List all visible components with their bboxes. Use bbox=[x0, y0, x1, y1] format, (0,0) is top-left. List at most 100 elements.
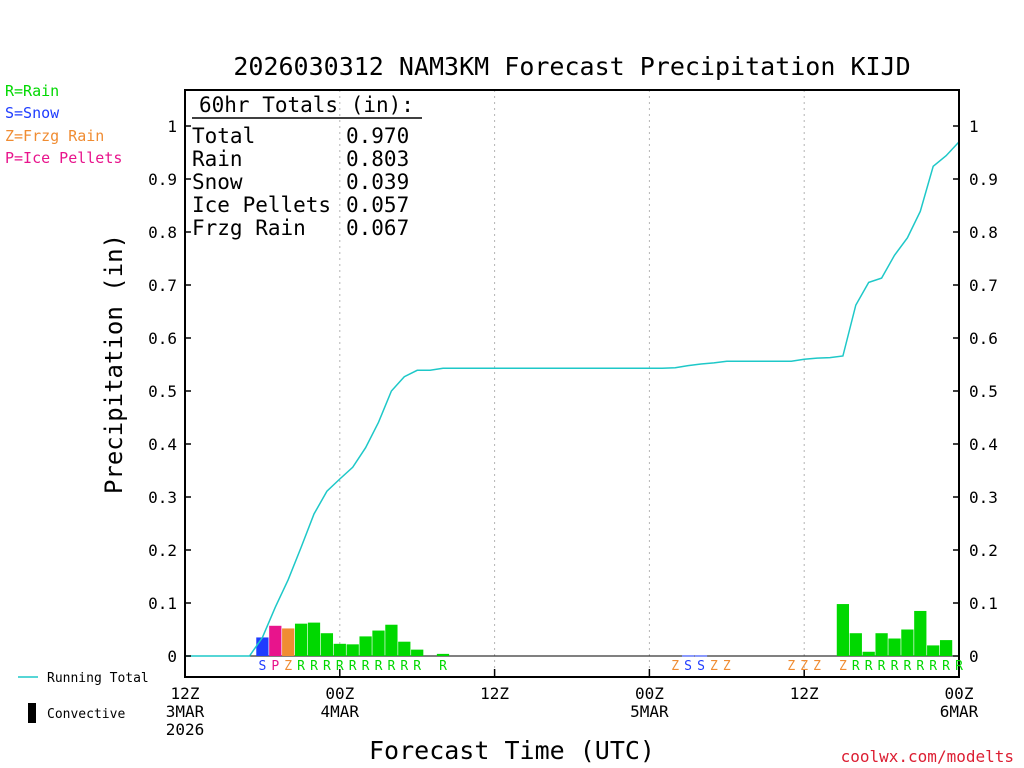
ptype-marker: R bbox=[865, 659, 873, 674]
totals-box: 60hr Totals (in): Total 0.970 Rain 0.803… bbox=[192, 93, 422, 240]
bottom-legend: Running Total Convective bbox=[18, 671, 149, 723]
x-tick-label: 00Z bbox=[945, 684, 974, 703]
y-tick-label-right: 0.5 bbox=[969, 382, 998, 401]
precip-bar bbox=[282, 628, 295, 656]
ptype-marker: R bbox=[387, 659, 395, 674]
plot-frame bbox=[184, 89, 960, 678]
y-axis-ticks: 0 0 0.1 0.1 0.2 0.2 0.3 0.3 0.4 0.4 0.5 0.5 0.6 0.6 0.… bbox=[148, 117, 998, 666]
legend-ice-pellets: P=Ice Pellets bbox=[5, 149, 122, 167]
precip-bar bbox=[862, 651, 875, 656]
x-tick-label: 3MAR bbox=[166, 702, 205, 721]
y-tick-label-left: 0.2 bbox=[148, 541, 177, 560]
y-tick-label-left: 0.8 bbox=[148, 223, 177, 242]
ptype-marker: Z bbox=[284, 659, 292, 674]
y-tick-label-right: 0 bbox=[969, 647, 979, 666]
y-tick-label-right: 0.9 bbox=[969, 170, 998, 189]
totals-value-rain: 0.803 bbox=[346, 147, 409, 171]
y-tick-label-left: 0.3 bbox=[148, 488, 177, 507]
y-tick-label-left: 0.7 bbox=[148, 276, 177, 295]
x-tick-label: 12Z bbox=[171, 684, 200, 703]
ptype-marker: R bbox=[349, 659, 357, 674]
precip-bar bbox=[927, 645, 940, 656]
ptype-marker: Z bbox=[710, 659, 718, 674]
precip-bars bbox=[256, 604, 953, 657]
precip-bar bbox=[269, 625, 282, 656]
precip-bar bbox=[256, 637, 269, 656]
ptype-marker: P bbox=[271, 659, 279, 674]
x-tick-label: 12Z bbox=[790, 684, 819, 703]
precip-bar bbox=[333, 643, 346, 656]
convective-legend-label: Convective bbox=[47, 707, 125, 722]
ptype-marker: R bbox=[891, 659, 899, 674]
ptype-marker: S bbox=[697, 659, 705, 674]
running-total-line bbox=[185, 141, 960, 657]
ptype-marker: R bbox=[852, 659, 860, 674]
ptype-marker: Z bbox=[813, 659, 821, 674]
y-tick-label-right: 1 bbox=[969, 117, 979, 136]
legend-frzg-rain: Z=Frzg Rain bbox=[5, 127, 104, 145]
precip-bar bbox=[346, 644, 359, 656]
ptype-marker: Z bbox=[800, 659, 808, 674]
totals-label-ice-pellets: Ice Pellets bbox=[192, 193, 331, 217]
precip-bar bbox=[294, 623, 308, 656]
ptype-marker: R bbox=[878, 659, 886, 674]
precip-bar bbox=[307, 622, 321, 656]
y-tick-label-left: 1 bbox=[167, 117, 177, 136]
ptype-marker: R bbox=[310, 659, 318, 674]
totals-value-ice-pellets: 0.057 bbox=[346, 193, 409, 217]
totals-label-snow: Snow bbox=[192, 170, 243, 194]
totals-label-frzg-rain: Frzg Rain bbox=[192, 216, 306, 240]
ptype-marker: R bbox=[323, 659, 331, 674]
precip-bar bbox=[939, 640, 953, 656]
totals-value-frzg-rain: 0.067 bbox=[346, 216, 409, 240]
convective-legend-swatch bbox=[28, 703, 36, 723]
x-tick-label: 6MAR bbox=[940, 702, 979, 721]
x-tick-label: 4MAR bbox=[321, 702, 360, 721]
precip-bar bbox=[385, 624, 398, 656]
precip-bar bbox=[320, 633, 334, 656]
totals-label-total: Total bbox=[192, 124, 255, 148]
x-axis-label: Forecast Time (UTC) bbox=[369, 736, 655, 765]
running-total-legend-label: Running Total bbox=[47, 671, 149, 686]
y-tick-label-right: 0.6 bbox=[969, 329, 998, 348]
y-tick-label-left: 0 bbox=[167, 647, 177, 666]
totals-value-snow: 0.039 bbox=[346, 170, 409, 194]
legend-snow: S=Snow bbox=[5, 104, 60, 122]
precip-bar bbox=[398, 641, 411, 656]
y-tick-label-left: 0.9 bbox=[148, 170, 177, 189]
ptype-marker: Z bbox=[787, 659, 795, 674]
ptype-marker: R bbox=[439, 659, 447, 674]
y-tick-label-left: 0.1 bbox=[148, 594, 177, 613]
credit-text: coolwx.com/modelts bbox=[841, 747, 1014, 766]
precip-bar bbox=[411, 649, 424, 656]
y-tick-label-left: 0.6 bbox=[148, 329, 177, 348]
ptype-marker: Z bbox=[839, 659, 847, 674]
ptype-marker: Z bbox=[723, 659, 731, 674]
x-tick-label: 00Z bbox=[325, 684, 354, 703]
ptype-legend: R=Rain S=Snow Z=Frzg Rain P=Ice Pellets bbox=[5, 82, 122, 167]
totals-heading: 60hr Totals (in): bbox=[199, 93, 414, 117]
running-total-series bbox=[185, 141, 960, 657]
precip-bar bbox=[914, 610, 927, 656]
ptype-marker: Z bbox=[671, 659, 679, 674]
y-tick-label-right: 0.7 bbox=[969, 276, 998, 295]
y-tick-label-right: 0.4 bbox=[969, 435, 998, 454]
y-tick-label-left: 0.5 bbox=[148, 382, 177, 401]
ptype-marker: R bbox=[336, 659, 344, 674]
precip-bar bbox=[694, 655, 708, 657]
ptype-marker: S bbox=[684, 659, 692, 674]
totals-value-total: 0.970 bbox=[346, 124, 409, 148]
x-tick-label: 2026 bbox=[166, 720, 205, 739]
ptype-marker: S bbox=[258, 659, 266, 674]
ptype-marker: R bbox=[942, 659, 950, 674]
y-tick-label-right: 0.2 bbox=[969, 541, 998, 560]
ptype-marker: R bbox=[929, 659, 937, 674]
ptype-marker: R bbox=[955, 659, 963, 674]
precip-bar bbox=[436, 653, 450, 656]
ptype-marker: R bbox=[903, 659, 911, 674]
y-tick-label-right: 0.3 bbox=[969, 488, 998, 507]
legend-rain: R=Rain bbox=[5, 82, 59, 100]
precip-bar bbox=[875, 633, 888, 656]
